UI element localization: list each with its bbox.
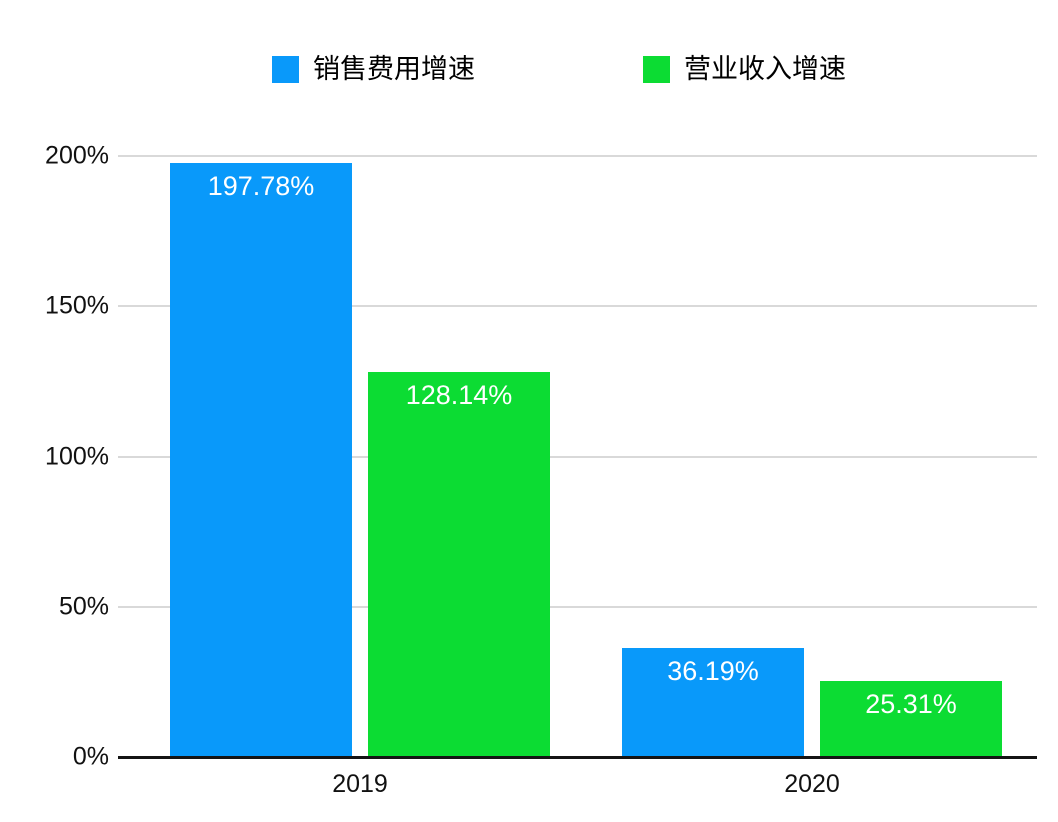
legend-item-sales-expense-growth: 销售费用增速 — [272, 53, 475, 85]
y-axis-tick-label: 0% — [72, 742, 109, 771]
bar-2019-series-0: 197.78% — [170, 162, 352, 757]
bar-value-label: 25.31% — [865, 688, 957, 719]
gridline-100% — [118, 455, 1037, 458]
gridline-50% — [118, 605, 1037, 608]
bar-value-label: 128.14% — [405, 379, 513, 410]
x-axis-tick-label-2020: 2020 — [784, 770, 840, 798]
legend-swatch-blue-icon — [272, 55, 299, 83]
bar-2020-series-0: 36.19% — [622, 648, 804, 757]
gridline-150% — [118, 305, 1037, 308]
gridline-200% — [118, 155, 1037, 157]
bar-2019-series-1: 128.14% — [368, 371, 550, 757]
bar-2020-series-1: 25.31% — [820, 680, 1002, 757]
chart-legend: 销售费用增速 营业收入增速 — [272, 53, 846, 85]
legend-label-revenue-growth: 营业收入增速 — [684, 54, 846, 84]
bar-value-label: 197.78% — [207, 170, 315, 201]
x-axis-tick-label-2019: 2019 — [332, 770, 388, 798]
legend-item-revenue-growth: 营业收入增速 — [643, 53, 846, 85]
y-axis-tick-label: 200% — [45, 141, 109, 170]
legend-swatch-green-icon — [643, 55, 670, 83]
x-axis-line — [118, 755, 1037, 759]
legend-label-sales-expense-growth: 销售费用增速 — [313, 54, 475, 84]
bar-value-label: 36.19% — [667, 656, 759, 687]
y-axis-tick-label: 150% — [45, 291, 109, 320]
y-axis-tick-label: 100% — [45, 442, 109, 470]
y-axis-tick-label: 50% — [58, 592, 109, 621]
